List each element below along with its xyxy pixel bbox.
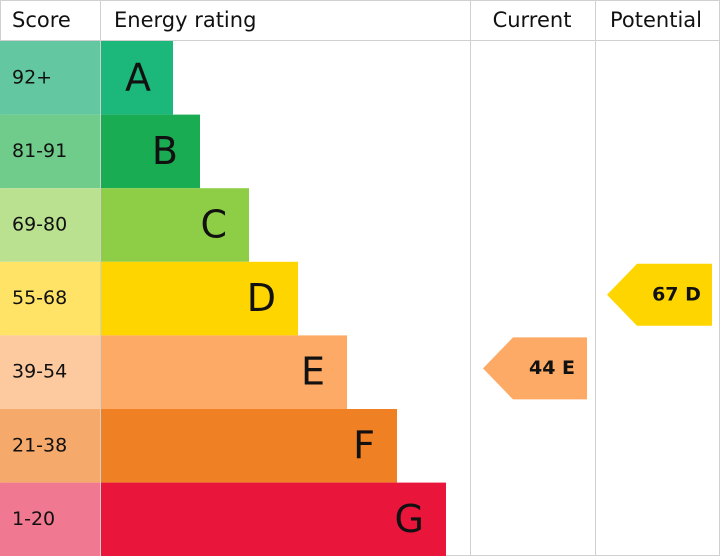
- rating-bar: [101, 114, 200, 189]
- score-label: 1-20: [12, 508, 55, 530]
- score-cell: [0, 409, 100, 483]
- score-cell: [0, 41, 100, 115]
- rating-letter: D: [247, 276, 276, 320]
- score-label: 55-68: [12, 287, 67, 309]
- rating-bar: [101, 188, 249, 262]
- score-label: 92+: [12, 66, 52, 88]
- score-cell: [0, 188, 100, 262]
- rating-letter: E: [301, 350, 325, 394]
- score-cell: [0, 114, 100, 189]
- score-cell: [0, 261, 100, 336]
- current-label: 44 E: [529, 357, 575, 379]
- header-current: Current: [493, 8, 572, 32]
- rating-bar: [101, 482, 446, 556]
- rating-letter: A: [125, 55, 151, 99]
- header-potential: Potential: [610, 8, 702, 32]
- rating-letter: F: [353, 423, 375, 467]
- rating-letter: B: [152, 129, 178, 173]
- rating-bar: [101, 41, 173, 115]
- score-cell: [0, 335, 100, 409]
- rating-bar: [101, 409, 397, 483]
- rating-bar: [101, 261, 298, 336]
- rating-letter: G: [395, 497, 424, 541]
- score-label: 39-54: [12, 361, 67, 383]
- potential-arrow: [607, 263, 712, 326]
- current-arrow: [483, 337, 587, 400]
- header-score: Score: [12, 8, 71, 32]
- score-label: 81-91: [12, 140, 67, 162]
- score-cell: [0, 482, 100, 556]
- score-label: 69-80: [12, 214, 67, 236]
- rating-letter: C: [200, 203, 227, 247]
- rating-bar: [101, 335, 347, 409]
- header-rating: Energy rating: [114, 8, 256, 32]
- potential-label: 67 D: [652, 283, 701, 305]
- score-label: 21-38: [12, 434, 67, 456]
